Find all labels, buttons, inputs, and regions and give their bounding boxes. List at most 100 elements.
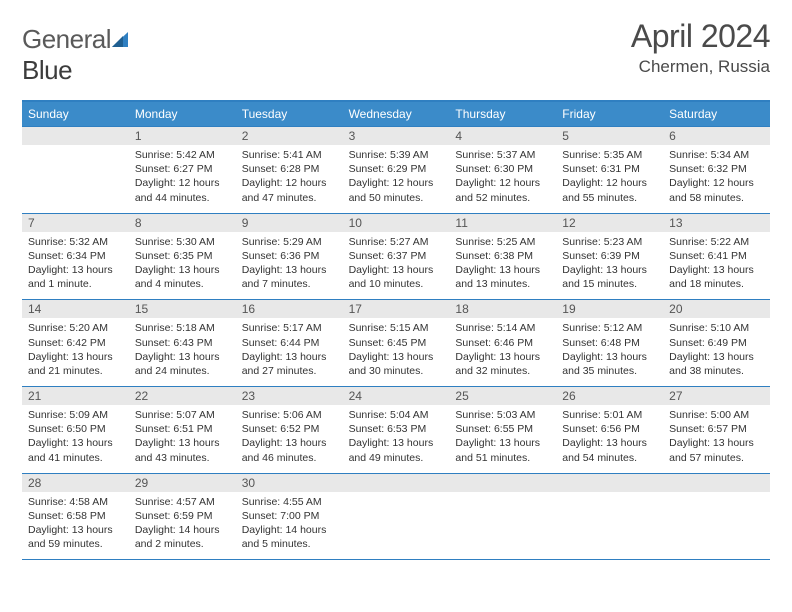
daylight-text-2: and 46 minutes. — [242, 451, 337, 465]
daylight-text-1: Daylight: 13 hours — [349, 350, 444, 364]
day-cell: Sunrise: 5:23 AMSunset: 6:39 PMDaylight:… — [556, 232, 663, 300]
daylight-text-1: Daylight: 13 hours — [242, 263, 337, 277]
sunrise-text: Sunrise: 5:34 AM — [669, 148, 764, 162]
day-number: 16 — [236, 300, 343, 318]
sunset-text: Sunset: 6:58 PM — [28, 509, 123, 523]
daylight-text-2: and 7 minutes. — [242, 277, 337, 291]
daylight-text-1: Daylight: 12 hours — [455, 176, 550, 190]
daylight-text-1: Daylight: 13 hours — [242, 350, 337, 364]
day-cell: Sunrise: 5:25 AMSunset: 6:38 PMDaylight:… — [449, 232, 556, 300]
day-number: 15 — [129, 300, 236, 318]
weekday-header-row: Sunday Monday Tuesday Wednesday Thursday… — [22, 102, 770, 126]
day-cell: Sunrise: 5:22 AMSunset: 6:41 PMDaylight:… — [663, 232, 770, 300]
daylight-text-1: Daylight: 13 hours — [562, 350, 657, 364]
day-number: 24 — [343, 387, 450, 405]
daylight-text-2: and 13 minutes. — [455, 277, 550, 291]
weeks-container: 123456Sunrise: 5:42 AMSunset: 6:27 PMDay… — [22, 126, 770, 560]
daylight-text-2: and 57 minutes. — [669, 451, 764, 465]
sunrise-text: Sunrise: 5:01 AM — [562, 408, 657, 422]
weekday-header: Wednesday — [343, 102, 450, 126]
day-number: 3 — [343, 127, 450, 145]
sunrise-text: Sunrise: 5:42 AM — [135, 148, 230, 162]
sunrise-text: Sunrise: 5:14 AM — [455, 321, 550, 335]
day-cell: Sunrise: 5:34 AMSunset: 6:32 PMDaylight:… — [663, 145, 770, 213]
daylight-text-2: and 51 minutes. — [455, 451, 550, 465]
daylight-text-1: Daylight: 13 hours — [28, 263, 123, 277]
sunset-text: Sunset: 6:38 PM — [455, 249, 550, 263]
week-daynum-row: 14151617181920 — [22, 299, 770, 318]
daylight-text-1: Daylight: 13 hours — [135, 436, 230, 450]
daylight-text-1: Daylight: 14 hours — [135, 523, 230, 537]
sunset-text: Sunset: 6:37 PM — [349, 249, 444, 263]
sunset-text: Sunset: 6:29 PM — [349, 162, 444, 176]
sunset-text: Sunset: 6:46 PM — [455, 336, 550, 350]
daylight-text-2: and 27 minutes. — [242, 364, 337, 378]
day-cell: Sunrise: 5:04 AMSunset: 6:53 PMDaylight:… — [343, 405, 450, 473]
day-number: 14 — [22, 300, 129, 318]
sunrise-text: Sunrise: 5:30 AM — [135, 235, 230, 249]
day-cell: Sunrise: 5:20 AMSunset: 6:42 PMDaylight:… — [22, 318, 129, 386]
daylight-text-2: and 15 minutes. — [562, 277, 657, 291]
day-number: 28 — [22, 474, 129, 492]
sunrise-text: Sunrise: 5:25 AM — [455, 235, 550, 249]
daylight-text-2: and 5 minutes. — [242, 537, 337, 551]
day-number — [663, 474, 770, 492]
daylight-text-2: and 30 minutes. — [349, 364, 444, 378]
location-text: Chermen, Russia — [631, 57, 770, 77]
day-cell: Sunrise: 5:29 AMSunset: 6:36 PMDaylight:… — [236, 232, 343, 300]
day-number: 27 — [663, 387, 770, 405]
sunset-text: Sunset: 6:32 PM — [669, 162, 764, 176]
daylight-text-1: Daylight: 13 hours — [455, 350, 550, 364]
daylight-text-1: Daylight: 13 hours — [28, 436, 123, 450]
daylight-text-2: and 49 minutes. — [349, 451, 444, 465]
daylight-text-1: Daylight: 13 hours — [669, 263, 764, 277]
sunrise-text: Sunrise: 5:00 AM — [669, 408, 764, 422]
day-cell: Sunrise: 4:57 AMSunset: 6:59 PMDaylight:… — [129, 492, 236, 560]
sunset-text: Sunset: 6:44 PM — [242, 336, 337, 350]
week-cell-row: Sunrise: 4:58 AMSunset: 6:58 PMDaylight:… — [22, 492, 770, 561]
sunrise-text: Sunrise: 5:27 AM — [349, 235, 444, 249]
sunrise-text: Sunrise: 5:29 AM — [242, 235, 337, 249]
sunrise-text: Sunrise: 4:57 AM — [135, 495, 230, 509]
daylight-text-2: and 10 minutes. — [349, 277, 444, 291]
day-number: 7 — [22, 214, 129, 232]
brand-part2: Blue — [22, 55, 72, 85]
sunrise-text: Sunrise: 5:09 AM — [28, 408, 123, 422]
sunset-text: Sunset: 6:41 PM — [669, 249, 764, 263]
day-cell: Sunrise: 5:01 AMSunset: 6:56 PMDaylight:… — [556, 405, 663, 473]
weekday-header: Tuesday — [236, 102, 343, 126]
week-daynum-row: 282930 — [22, 473, 770, 492]
day-number: 30 — [236, 474, 343, 492]
day-number: 18 — [449, 300, 556, 318]
week-cell-row: Sunrise: 5:09 AMSunset: 6:50 PMDaylight:… — [22, 405, 770, 473]
day-cell: Sunrise: 5:18 AMSunset: 6:43 PMDaylight:… — [129, 318, 236, 386]
title-block: April 2024 Chermen, Russia — [631, 18, 770, 77]
daylight-text-1: Daylight: 12 hours — [562, 176, 657, 190]
sunset-text: Sunset: 7:00 PM — [242, 509, 337, 523]
day-number: 22 — [129, 387, 236, 405]
daylight-text-1: Daylight: 13 hours — [28, 350, 123, 364]
day-number: 29 — [129, 474, 236, 492]
day-number: 12 — [556, 214, 663, 232]
sunrise-text: Sunrise: 5:39 AM — [349, 148, 444, 162]
daylight-text-2: and 50 minutes. — [349, 191, 444, 205]
day-cell: Sunrise: 5:17 AMSunset: 6:44 PMDaylight:… — [236, 318, 343, 386]
sunrise-text: Sunrise: 5:18 AM — [135, 321, 230, 335]
day-number: 2 — [236, 127, 343, 145]
sunset-text: Sunset: 6:53 PM — [349, 422, 444, 436]
day-cell: Sunrise: 5:35 AMSunset: 6:31 PMDaylight:… — [556, 145, 663, 213]
daylight-text-1: Daylight: 12 hours — [349, 176, 444, 190]
sunrise-text: Sunrise: 5:23 AM — [562, 235, 657, 249]
sunset-text: Sunset: 6:45 PM — [349, 336, 444, 350]
daylight-text-1: Daylight: 13 hours — [349, 263, 444, 277]
day-cell: Sunrise: 5:42 AMSunset: 6:27 PMDaylight:… — [129, 145, 236, 213]
sunrise-text: Sunrise: 5:04 AM — [349, 408, 444, 422]
sunrise-text: Sunrise: 4:55 AM — [242, 495, 337, 509]
day-number: 6 — [663, 127, 770, 145]
day-cell: Sunrise: 5:15 AMSunset: 6:45 PMDaylight:… — [343, 318, 450, 386]
daylight-text-1: Daylight: 13 hours — [669, 436, 764, 450]
week-cell-row: Sunrise: 5:20 AMSunset: 6:42 PMDaylight:… — [22, 318, 770, 386]
weekday-header: Thursday — [449, 102, 556, 126]
sunset-text: Sunset: 6:42 PM — [28, 336, 123, 350]
sunset-text: Sunset: 6:43 PM — [135, 336, 230, 350]
